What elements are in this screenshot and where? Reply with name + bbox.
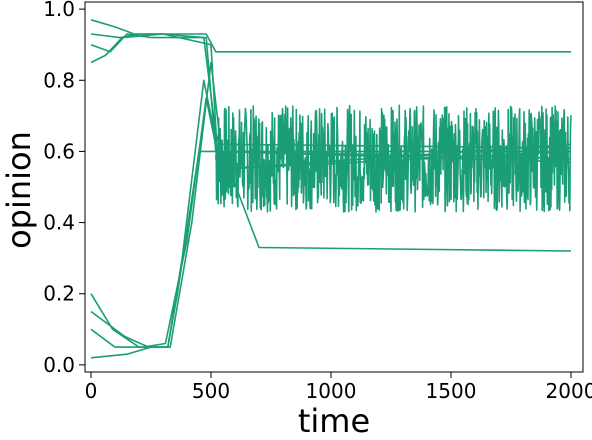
x-axis-ticks: 0 500 1000 1500 2000 xyxy=(85,372,592,403)
y-tick-label: 0.8 xyxy=(43,68,75,92)
x-tick-label: 1000 xyxy=(306,379,357,403)
series-line-8 xyxy=(90,150,572,348)
y-axis-label: opinion xyxy=(0,131,38,249)
y-tick-label: 1.0 xyxy=(43,0,75,21)
x-tick-label: 0 xyxy=(85,379,98,403)
y-tick-label: 0.4 xyxy=(43,211,75,235)
y-tick-label: 0.0 xyxy=(43,353,75,377)
noise-band-line xyxy=(215,104,572,213)
y-axis-ticks: 0.0 0.2 0.4 0.6 0.8 1.0 xyxy=(43,0,85,377)
plot-frame xyxy=(84,1,584,373)
x-tick-label: 1500 xyxy=(426,379,477,403)
y-tick-label: 0.2 xyxy=(43,282,75,306)
plot-content xyxy=(90,19,572,359)
x-tick-label: 500 xyxy=(192,379,230,403)
x-tick-label: 2000 xyxy=(546,379,592,403)
y-tick-label: 0.6 xyxy=(43,139,75,163)
x-axis-label: time xyxy=(298,402,370,440)
